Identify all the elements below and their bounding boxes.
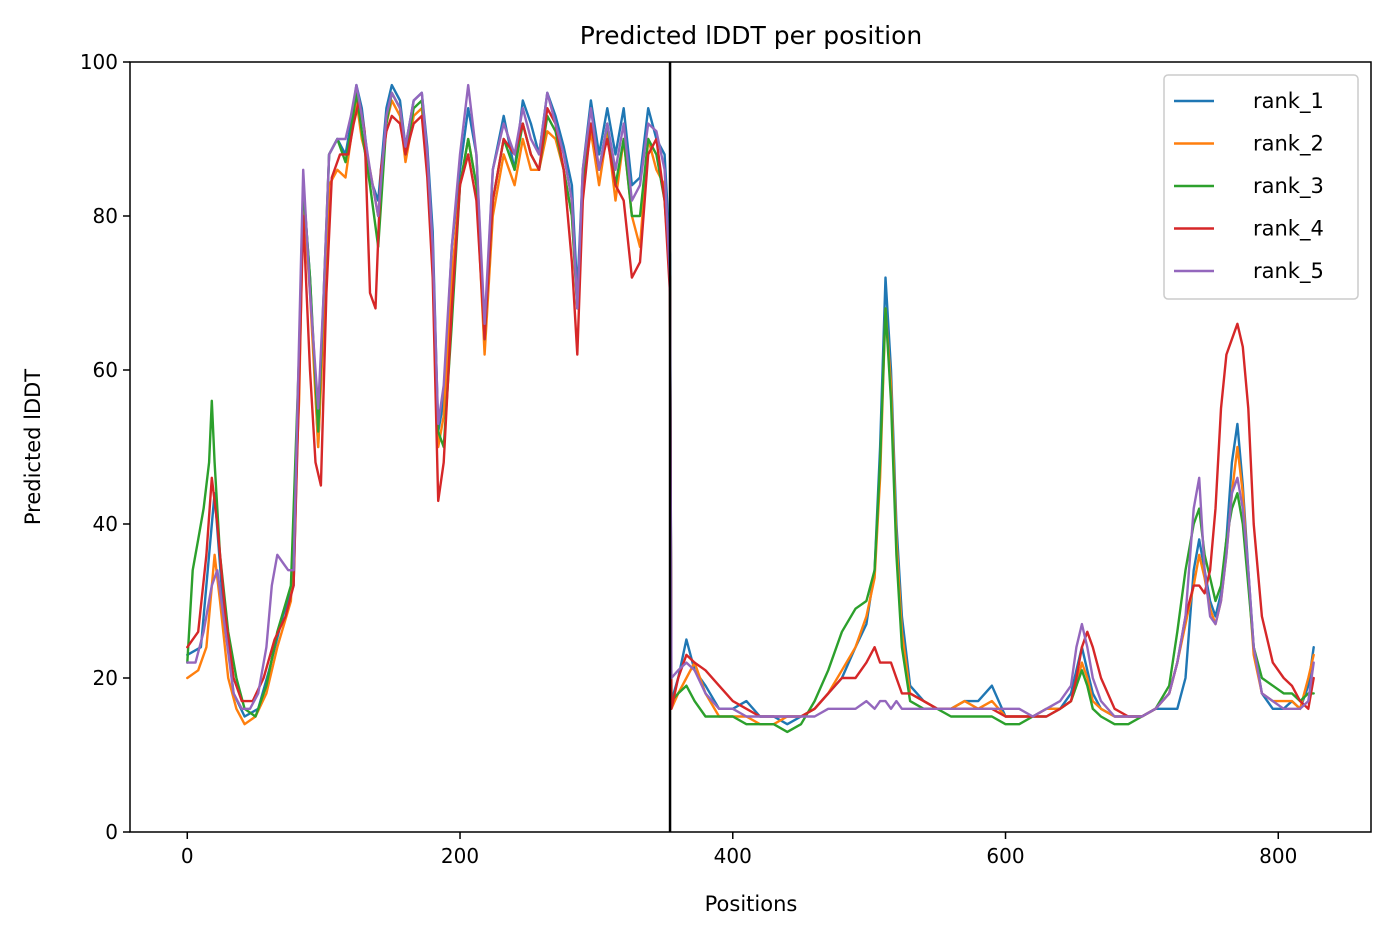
x-tick-label: 0: [181, 844, 194, 868]
x-axis-title: Positions: [705, 892, 798, 916]
y-tick-label: 20: [93, 666, 118, 690]
legend-label-rank-1: rank_1: [1253, 89, 1324, 114]
legend-label-rank-5: rank_5: [1253, 259, 1324, 284]
legend-label-rank-4: rank_4: [1253, 217, 1324, 242]
legend: rank_1 rank_2 rank_3 rank_4 rank_5: [1163, 74, 1359, 300]
x-axis-ticks: 0 200 400 600 800: [181, 832, 1297, 868]
plot-frame: [129, 61, 1372, 833]
y-axis-ticks: 0 20 40 60 80 100: [80, 50, 130, 844]
legend-label-rank-3: rank_3: [1253, 174, 1324, 199]
y-tick-label: 60: [93, 358, 118, 382]
y-tick-label: 0: [105, 820, 118, 844]
y-tick-label: 80: [93, 204, 118, 228]
chart-title: Predicted lDDT per position: [580, 21, 922, 50]
x-tick-label: 600: [986, 844, 1024, 868]
plot-lines: [186, 83, 1315, 734]
x-tick-label: 800: [1259, 844, 1297, 868]
y-axis-title: Predicted lDDT: [21, 369, 45, 525]
legend-label-rank-2: rank_2: [1253, 132, 1324, 157]
legend-box: [1163, 74, 1359, 300]
x-tick-label: 200: [441, 844, 479, 868]
x-tick-label: 400: [714, 844, 752, 868]
y-tick-label: 100: [80, 50, 118, 74]
y-tick-label: 40: [93, 512, 118, 536]
